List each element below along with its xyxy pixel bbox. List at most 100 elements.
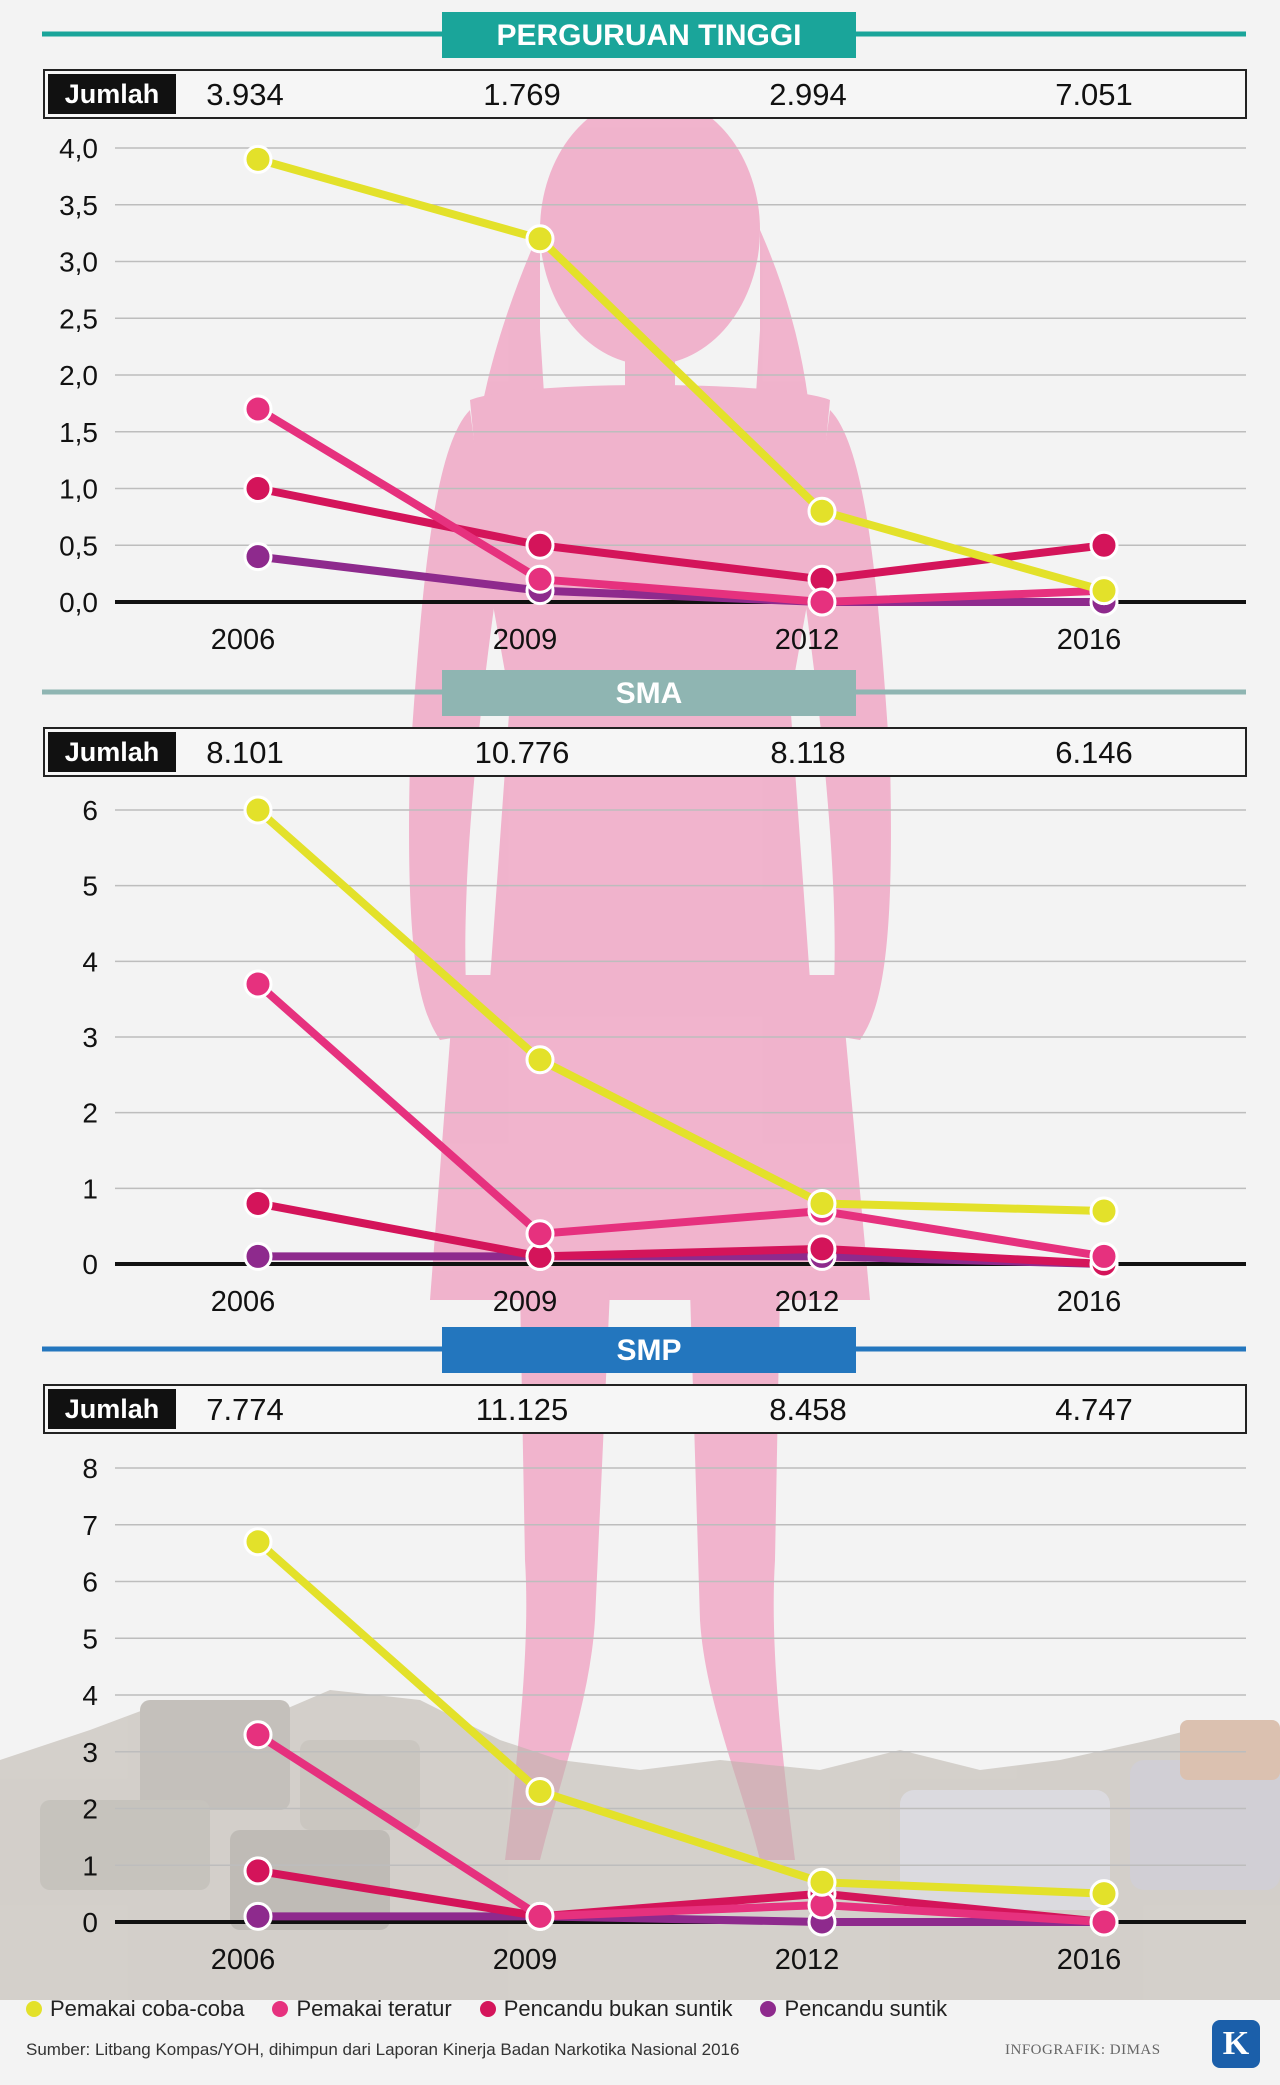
jumlah-label: Jumlah <box>65 79 160 109</box>
x-tick-label: 2009 <box>493 1286 558 1318</box>
kompas-logo: K <box>1212 2020 1260 2068</box>
jumlah-value: 4.747 <box>1055 1392 1133 1427</box>
y-tick-label: 7 <box>82 1510 98 1541</box>
data-point <box>243 144 273 174</box>
legend-swatch <box>26 2001 42 2017</box>
y-tick-label: 3 <box>82 1737 98 1768</box>
series-line-pencandu-suntik <box>257 552 1104 606</box>
data-point <box>243 1720 273 1750</box>
jumlah-row <box>43 1384 1247 1434</box>
data-point <box>1089 1879 1119 1909</box>
y-tick-label: 0 <box>82 1907 98 1938</box>
x-tick-label: 2012 <box>775 1944 840 1976</box>
legend-label: Pencandu suntik <box>784 1996 948 2021</box>
jumlah-value: 7.774 <box>206 1392 284 1427</box>
data-point <box>243 1241 273 1271</box>
series-line-pencandu-bukan-suntik <box>257 1866 1105 1926</box>
legend-item-teratur: Pemakai teratur <box>272 1996 452 2022</box>
x-tick-label: 2009 <box>493 1944 558 1976</box>
legend-label: Pemakai coba-coba <box>50 1996 245 2021</box>
infographic-credit: INFOGRAFIK: DIMAS <box>1005 2042 1161 2058</box>
y-tick-label: 2,0 <box>59 360 98 391</box>
panel-title: SMA <box>616 677 683 710</box>
data-point <box>807 1234 837 1264</box>
chart-panel-sma: SMA Jumlah 8.101 10.776 8.118 6.146 0 1 2 3 4 5 6 200… <box>42 670 1247 1318</box>
jumlah-value: 8.101 <box>206 735 284 770</box>
legend-label: Pemakai teratur <box>296 1996 452 2021</box>
data-point <box>525 564 555 594</box>
x-tick-label: 2006 <box>211 1944 276 1976</box>
chart-panel-perguruan-tinggi: PERGURUAN TINGGI Jumlah 3.934 1.769 2.994 7.0… <box>42 12 1247 656</box>
chart-panel-smp: SMP Jumlah 7.774 11.125 8.458 4.747 0 1 2 3 4 5 6 7 8 2… <box>42 1327 1247 1976</box>
x-tick-label: 2006 <box>211 1286 276 1318</box>
legend-swatch <box>479 2001 496 2017</box>
data-point <box>807 1188 837 1218</box>
x-tick-label: 2016 <box>1057 624 1122 656</box>
legend-swatch <box>760 2001 777 2017</box>
y-tick-label: 4 <box>82 946 98 977</box>
data-point <box>1089 576 1119 606</box>
x-tick-label: 2012 <box>775 1286 840 1318</box>
y-tick-label: 8 <box>82 1453 98 1484</box>
jumlah-label: Jumlah <box>65 737 160 767</box>
series-line-pencandu-bukan-suntik <box>257 1199 1105 1268</box>
y-tick-label: 5 <box>82 871 98 902</box>
series-line-pemakai-teratur <box>255 1731 1105 1926</box>
series-line-pencandu-suntik <box>258 1912 1104 1926</box>
jumlah-value: 10.776 <box>475 735 570 770</box>
series-line-pemakai-teratur <box>255 405 1105 606</box>
data-point <box>243 474 273 503</box>
y-tick-label: 3,0 <box>59 247 98 278</box>
data-point <box>807 496 837 526</box>
series-line-pemakai-coba-coba <box>255 807 1105 1216</box>
y-tick-label: 6 <box>82 795 98 826</box>
x-tick-label: 2006 <box>211 624 276 656</box>
data-point <box>1089 1241 1119 1271</box>
data-point <box>243 969 273 999</box>
y-tick-label: 2 <box>82 1098 98 1129</box>
y-tick-label: 1 <box>82 1850 98 1881</box>
y-tick-label: 4,0 <box>59 133 98 164</box>
panel-title: PERGURUAN TINGGI <box>496 19 801 52</box>
panel-title-box <box>442 670 856 716</box>
y-tick-label: 1,5 <box>59 417 98 448</box>
y-tick-label: 6 <box>82 1567 98 1598</box>
panel-title: SMP <box>616 1334 681 1367</box>
jumlah-value: 3.934 <box>206 77 284 112</box>
data-point <box>243 795 273 825</box>
jumlah-label-box <box>48 1389 176 1429</box>
data-point <box>525 1219 555 1249</box>
jumlah-row <box>43 69 1247 119</box>
data-point <box>525 1776 555 1806</box>
panel-title-box <box>442 1327 856 1373</box>
data-point <box>243 1188 273 1218</box>
data-point <box>243 542 273 572</box>
y-tick-label: 1 <box>82 1173 98 1204</box>
jumlah-value: 8.118 <box>770 735 845 770</box>
y-tick-label: 5 <box>82 1623 98 1654</box>
data-point <box>243 1901 273 1931</box>
y-tick-label: 4 <box>82 1680 98 1711</box>
x-tick-label: 2016 <box>1057 1286 1122 1318</box>
legend-item-bukan-suntik: Pencandu bukan suntik <box>479 1996 732 2022</box>
data-point <box>243 1856 273 1886</box>
jumlah-label-box <box>48 732 176 772</box>
data-point <box>243 394 273 424</box>
y-tick-label: 2,5 <box>59 303 98 334</box>
jumlah-value: 6.146 <box>1055 735 1133 770</box>
series-line-pemakai-teratur <box>255 981 1105 1261</box>
legend-swatch <box>272 2001 289 2017</box>
jumlah-row <box>43 727 1247 777</box>
data-point <box>243 1527 273 1557</box>
jumlah-value: 1.769 <box>483 77 561 112</box>
jumlah-label-box <box>48 74 176 114</box>
data-point <box>525 1901 555 1931</box>
series-line-pemakai-coba-coba <box>255 1538 1105 1898</box>
data-point <box>525 224 555 254</box>
legend: Pemakai coba-coba Pemakai teratur Pencan… <box>26 1996 947 2022</box>
jumlah-label: Jumlah <box>65 1394 160 1424</box>
series-line-pemakai-coba-coba <box>256 155 1106 595</box>
y-tick-label: 2 <box>82 1794 98 1825</box>
